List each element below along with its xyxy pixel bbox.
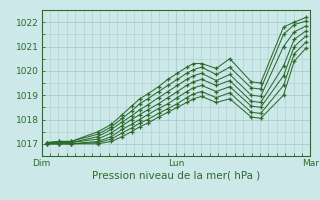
X-axis label: Pression niveau de la mer( hPa ): Pression niveau de la mer( hPa )	[92, 171, 260, 181]
